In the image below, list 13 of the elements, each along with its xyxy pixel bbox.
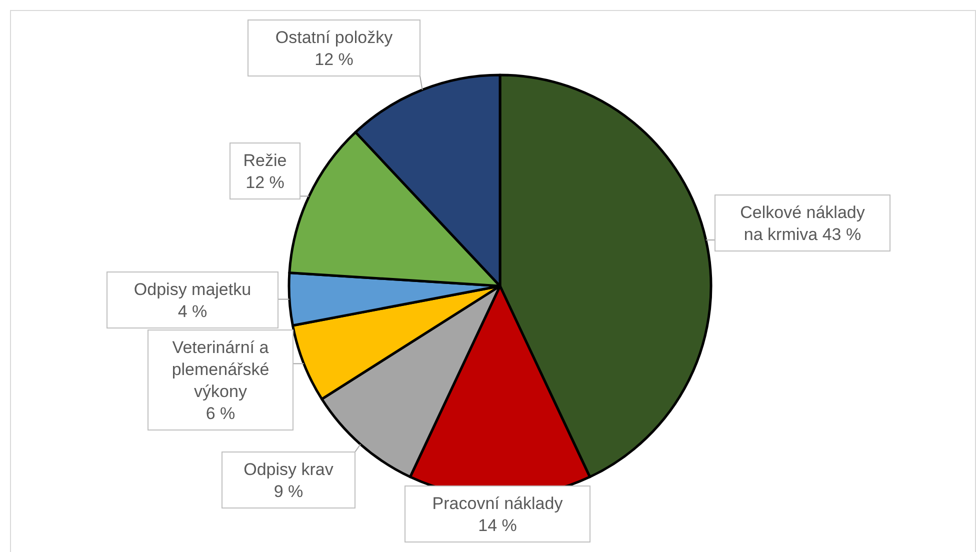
data-label: 12 % <box>314 50 354 69</box>
slice-label: Celkové náklady na krmiva 43 % <box>740 203 866 244</box>
slice-label: Veterinární a plemenářské výkony <box>172 338 270 401</box>
slice-label: Ostatní položky <box>275 28 394 47</box>
slice-label: Odpisy krav <box>244 460 334 479</box>
slice-label: Pracovní náklady <box>432 494 564 513</box>
data-label: 14 % <box>478 516 517 535</box>
data-label: 4 % <box>178 302 208 321</box>
data-label: 6 % <box>206 404 236 423</box>
data-label: 9 % <box>274 482 304 501</box>
data-label: 12 % <box>246 173 284 192</box>
slice-label: Režie <box>243 151 287 170</box>
slice-label: Odpisy majetku <box>134 280 252 299</box>
